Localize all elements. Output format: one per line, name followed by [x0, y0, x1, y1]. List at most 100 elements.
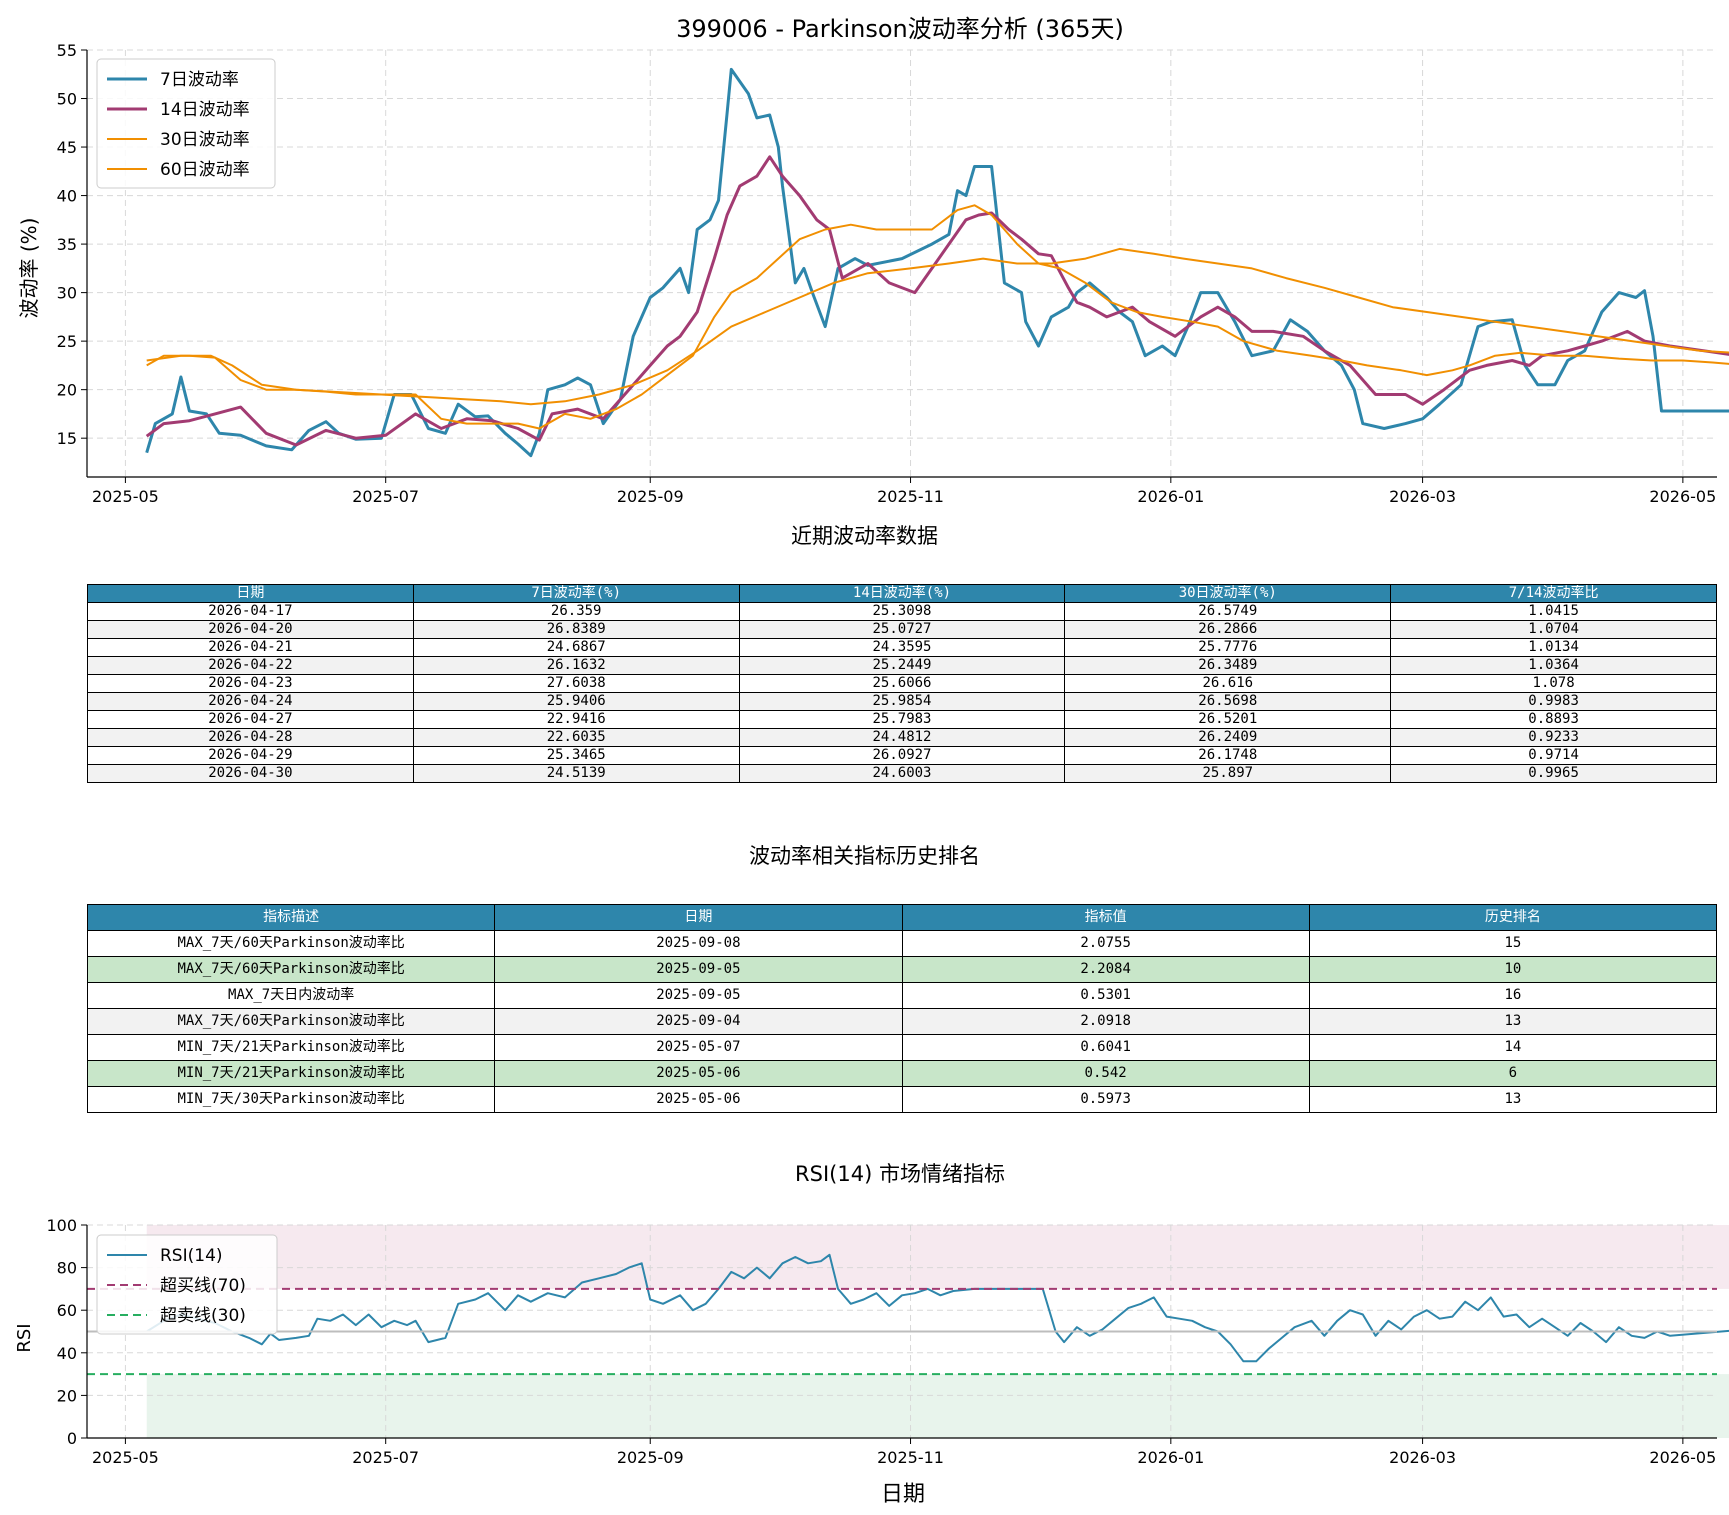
table-row: 2026-04-20 26.8389 25.0727 26.2866 1.0704 [87, 620, 1717, 639]
table-cell: 26.5698 [1064, 692, 1392, 711]
table-cell: 2026-04-29 [87, 746, 414, 765]
table-cell: 2026-04-20 [87, 620, 414, 639]
y-tick-label: 20 [57, 381, 77, 400]
table-cell: 1.0704 [1390, 620, 1717, 639]
table-cell: 16 [1308, 982, 1718, 1009]
vol-table: 日期 7日波动率(%) 14日波动率(%) 30日波动率(%) 7/14波动率比 202… [87, 584, 1717, 783]
table-cell: 26.3489 [1064, 656, 1392, 675]
table-cell: 1.0364 [1390, 656, 1717, 675]
series-line-1 [145, 67, 1729, 458]
y-tick-label: 40 [57, 1344, 77, 1363]
table-row: 2026-04-21 24.6867 24.3595 25.7776 1.0134 [87, 638, 1717, 657]
overbought-zone [146, 1225, 1729, 1289]
table-cell: 0.9233 [1390, 728, 1717, 747]
x-tick-label: 2026-01 [1137, 487, 1204, 506]
table-header-cell: 指标描述 [86, 904, 496, 931]
table-cell: 26.616 [1064, 674, 1392, 693]
table-cell: 2025-09-05 [494, 982, 903, 1009]
table-row: MIN_7天/21天Parkinson波动率比 2025-05-07 0.6041 1… [86, 1034, 1718, 1061]
rank-table-body: MAX_7天/60天Parkinson波动率比 2025-09-08 2.0755 1… [86, 930, 1718, 1113]
table-header-cell: 30日波动率(%) [1064, 584, 1392, 603]
rsi-chart-title: RSI(14) 市场情绪指标 [795, 1162, 1005, 1186]
rsi-legend: RSI(14) 超买线(70) 超卖线(30) [96, 1234, 278, 1335]
table-cell: MIN_7天/21天Parkinson波动率比 [86, 1060, 496, 1087]
table-cell: 0.542 [901, 1060, 1310, 1087]
table-header-cell: 日期 [494, 904, 903, 931]
table-cell: 1.078 [1390, 674, 1717, 693]
volatility-axes: 2025-05 2025-07 2025-09 2025-11 2026-01 2026-… [57, 41, 1717, 506]
table-row: 2026-04-27 22.9416 25.7983 26.5201 0.8893 [87, 710, 1717, 729]
volatility-y-axis-label: 波动率 (%) [17, 218, 41, 319]
y-tick-label: 55 [57, 41, 77, 60]
rsi-legend-label-3: 超卖线(30) [160, 1306, 246, 1326]
rsi-legend-label-2: 超买线(70) [160, 1276, 246, 1296]
table-cell: 0.8893 [1390, 710, 1717, 729]
series-line-4 [146, 247, 1729, 406]
x-tick-label: 2025-11 [877, 1448, 944, 1467]
table-cell: 6 [1308, 1060, 1718, 1087]
table-cell: MAX_7天/60天Parkinson波动率比 [86, 956, 496, 983]
table-cell: MIN_7天/21天Parkinson波动率比 [86, 1034, 496, 1061]
volatility-legend: 7日波动率 14日波动率 30日波动率 60日波动率 [96, 58, 276, 189]
y-tick-label: 20 [57, 1386, 77, 1405]
table-cell: 2026-04-17 [87, 602, 414, 621]
rsi-bands [146, 1225, 1729, 1438]
table-row: 2026-04-22 26.1632 25.2449 26.3489 1.0364 [87, 656, 1717, 675]
table-cell: 0.9714 [1390, 746, 1717, 765]
x-tick-label: 2025-07 [352, 487, 419, 506]
table-cell: 2026-04-27 [87, 710, 414, 729]
table-cell: 24.6867 [412, 638, 740, 657]
y-tick-label: 30 [57, 284, 77, 303]
table-cell: 25.0727 [738, 620, 1066, 639]
table-row: MIN_7天/21天Parkinson波动率比 2025-05-06 0.542 6 [86, 1060, 1718, 1087]
table-cell: 25.6066 [738, 674, 1066, 693]
table-cell: 22.6035 [412, 728, 740, 747]
legend-label-3: 30日波动率 [160, 130, 250, 150]
rsi-x-axis-label: 日期 [881, 1482, 925, 1507]
x-tick-label: 2025-11 [877, 487, 944, 506]
x-tick-label: 2026-03 [1389, 487, 1456, 506]
table-cell: MAX_7天日内波动率 [86, 982, 496, 1009]
y-tick-label: 0 [67, 1429, 77, 1448]
table-cell: 26.5749 [1064, 602, 1392, 621]
legend-label-1: 7日波动率 [160, 70, 239, 90]
table-cell: 14 [1308, 1034, 1718, 1061]
table-cell: 26.0927 [738, 746, 1066, 765]
x-tick-label: 2026-03 [1389, 1448, 1456, 1467]
volatility-chart: 399006 - Parkinson波动率分析 (365天) 波动率 (%) 2… [17, 15, 1729, 506]
table-cell: 24.5139 [412, 764, 740, 783]
table-cell: 13 [1308, 1086, 1718, 1113]
vol-table-body: 2026-04-17 26.359 25.3098 26.5749 1.0415 2026… [87, 602, 1717, 783]
y-tick-label: 35 [57, 235, 77, 254]
table-cell: 26.5201 [1064, 710, 1392, 729]
table-row: MAX_7天/60天Parkinson波动率比 2025-09-04 2.0918 1… [86, 1008, 1718, 1035]
table-header-cell: 指标值 [901, 904, 1310, 931]
oversold-zone [146, 1374, 1729, 1438]
x-tick-label: 2025-05 [92, 487, 159, 506]
x-tick-label: 2026-01 [1137, 1448, 1204, 1467]
table-cell: 0.6041 [901, 1034, 1310, 1061]
table-cell: MAX_7天/60天Parkinson波动率比 [86, 1008, 496, 1035]
y-tick-label: 80 [57, 1259, 77, 1278]
table-cell: 25.7983 [738, 710, 1066, 729]
table-cell: 24.3595 [738, 638, 1066, 657]
rank-table: 指标描述 日期 指标值 历史排名 MAX_7天/60天Parkinson波动率比 202… [86, 904, 1718, 1113]
table-cell: 26.2866 [1064, 620, 1392, 639]
y-tick-label: 100 [46, 1216, 77, 1235]
table-row: 2026-04-24 25.9406 25.9854 26.5698 0.9983 [87, 692, 1717, 711]
table-cell: 15 [1308, 930, 1718, 957]
table-cell: 2.2084 [901, 956, 1310, 983]
series-line-3 [146, 204, 1729, 430]
y-tick-label: 15 [57, 429, 77, 448]
table-cell: 25.7776 [1064, 638, 1392, 657]
rsi-axes: 2025-05 2025-07 2025-09 2025-11 2026-01 2026-… [46, 1216, 1717, 1467]
table-cell: MAX_7天/60天Parkinson波动率比 [86, 930, 496, 957]
table-cell: 0.5973 [901, 1086, 1310, 1113]
table-cell: 25.9406 [412, 692, 740, 711]
table-cell: 10 [1308, 956, 1718, 983]
series-line-2 [145, 155, 1729, 447]
x-tick-label: 2025-09 [617, 487, 684, 506]
table-cell: 24.4812 [738, 728, 1066, 747]
table-cell: 24.6003 [738, 764, 1066, 783]
vol-table-title: 近期波动率数据 [791, 524, 938, 548]
